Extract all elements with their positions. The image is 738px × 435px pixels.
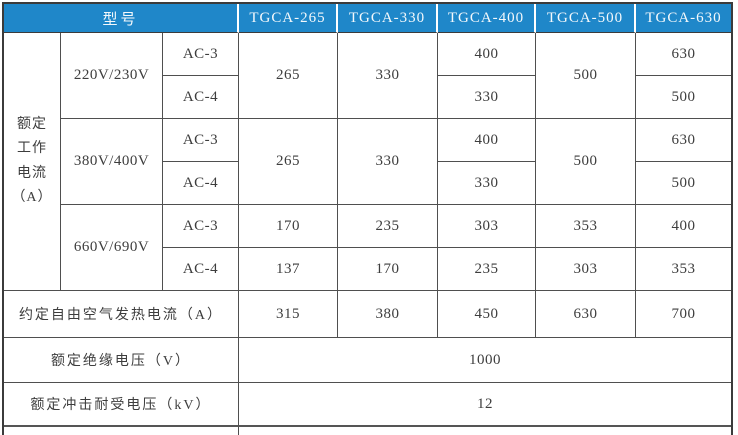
value-cell: 630	[636, 33, 731, 76]
ac-class-cell: AC-4	[163, 162, 239, 205]
value-cell: 630	[536, 291, 636, 338]
row-380-ac3: 380V/400V AC-3 265 330 400 500 630	[4, 119, 731, 205]
value-cell: 330	[338, 119, 438, 205]
row-220-ac3: 额定 工作 电流 （A） 220V/230V AC-3 265 330 400 …	[4, 33, 731, 291]
value-cell: 137	[239, 248, 338, 291]
rated-label-line: 电流	[17, 165, 47, 181]
value-cell: 315	[239, 291, 338, 338]
value-cell: 450	[438, 291, 536, 338]
value-cell: 630	[636, 119, 731, 162]
header-row: 型号 TGCA-265 TGCA-330 TGCA-400 TGCA-500 T…	[4, 4, 731, 33]
voltage-cell: 660V/690V	[61, 205, 163, 291]
row-660-ac4: AC-4 137 170 235 303 353	[4, 248, 731, 291]
value-cell: 380	[338, 291, 438, 338]
row-label-cell	[4, 427, 239, 435]
row-380-ac4: AC-4 330 500	[4, 162, 731, 205]
value-cell: 303	[438, 205, 536, 248]
model-header-tgca-265: TGCA-265	[239, 4, 338, 33]
value-cell: 700	[636, 291, 731, 338]
value-cell: 235	[338, 205, 438, 248]
ac-class-cell: AC-3	[163, 33, 239, 76]
value-cell: 330	[338, 33, 438, 119]
model-header-tgca-330: TGCA-330	[338, 4, 438, 33]
value-cell	[239, 427, 731, 435]
rated-label-line: 工作	[17, 141, 47, 156]
value-cell: 330	[438, 76, 536, 119]
row-partial-cutoff	[4, 427, 731, 435]
ac-class-cell: AC-4	[163, 76, 239, 119]
model-header-tgca-630: TGCA-630	[636, 4, 731, 33]
row-660-ac3: 660V/690V AC-3 170 235 303 353 400	[4, 205, 731, 291]
rated-label-line: （A）	[11, 190, 53, 205]
row-thermal-current: 约定自由空气发热电流（A） 315 380 450 630 700	[4, 291, 731, 338]
row-label-cell: 额定绝缘电压（V）	[4, 338, 239, 383]
value-cell: 400	[438, 119, 536, 162]
model-header-tgca-400: TGCA-400	[438, 4, 536, 33]
ac-class-cell: AC-4	[163, 248, 239, 291]
voltage-cell: 220V/230V	[61, 33, 163, 119]
model-header-label: 型号	[4, 4, 239, 33]
value-cell: 170	[239, 205, 338, 248]
value-cell: 235	[438, 248, 536, 291]
value-cell: 500	[636, 162, 731, 205]
value-cell: 353	[536, 205, 636, 248]
row-insulation-voltage: 额定绝缘电压（V） 1000	[4, 338, 731, 383]
ac-class-cell: AC-3	[163, 205, 239, 248]
ac-class-cell: AC-3	[163, 119, 239, 162]
row-220-ac4: AC-4 330 500	[4, 76, 731, 119]
value-cell: 170	[338, 248, 438, 291]
value-cell: 500	[536, 33, 636, 119]
voltage-cell: 380V/400V	[61, 119, 163, 205]
row-label-cell: 约定自由空气发热电流（A）	[4, 291, 239, 338]
row-impulse-voltage: 额定冲击耐受电压（kV） 12	[4, 383, 731, 427]
row-label-cell: 额定冲击耐受电压（kV）	[4, 383, 239, 427]
rated-current-label: 额定 工作 电流 （A）	[4, 33, 61, 291]
rated-label-line: 额定	[17, 116, 47, 132]
value-cell: 330	[438, 162, 536, 205]
value-cell: 265	[239, 119, 338, 205]
value-cell: 12	[239, 383, 731, 427]
model-header-tgca-500: TGCA-500	[536, 4, 636, 33]
value-cell: 353	[636, 248, 731, 291]
value-cell: 500	[536, 119, 636, 205]
value-cell: 500	[636, 76, 731, 119]
value-cell: 265	[239, 33, 338, 119]
value-cell: 303	[536, 248, 636, 291]
value-cell: 400	[438, 33, 536, 76]
value-cell: 400	[636, 205, 731, 248]
value-cell: 1000	[239, 338, 731, 383]
